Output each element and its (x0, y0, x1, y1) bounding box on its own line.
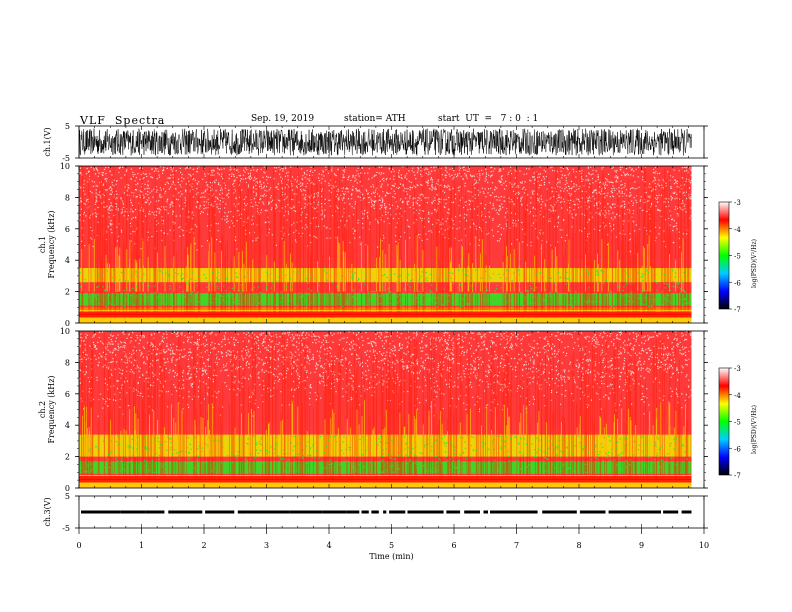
colorbar-label: log(PSD)(V²/Hz) (751, 405, 758, 454)
ch2-spectrogram-ytick-label: 2 (65, 453, 70, 462)
colorbar-tick-label: -3 (734, 365, 741, 373)
xtick-label: 2 (201, 541, 206, 550)
ch3-waveform-ytick-label: -5 (62, 524, 70, 533)
colorbar-label: log(PSD)(V²/Hz) (751, 239, 758, 288)
ch3-waveform-ytick-label: 5 (65, 492, 70, 501)
colorbar-tick-label: -6 (734, 279, 741, 287)
colorbar-tick-label: -7 (734, 472, 741, 480)
chart-title: VLF Spectra (80, 114, 166, 127)
ch1-spectrogram-layer (78, 166, 693, 323)
xtick-label: 8 (576, 541, 581, 550)
ch1-waveform-ytick-label: -5 (62, 154, 70, 163)
ch1-spectrogram-ytick-label: 6 (65, 225, 70, 234)
ch1-spectrogram-noise-speckle (79, 166, 693, 253)
ch2-spectrogram-sferic-yellow (78, 400, 686, 457)
colorbar-tick-label: -3 (734, 199, 741, 207)
xtick-label: 10 (699, 541, 709, 550)
station-label: station= ATH (344, 114, 406, 124)
colorbar-tick-label: -5 (734, 253, 741, 261)
ch2-spectrogram-ylabel: ch.2 (38, 401, 47, 418)
colorbar-tick-label: -4 (734, 392, 741, 400)
colorbar-2 (718, 367, 730, 476)
ch2-spectrogram-noise-speckle (79, 331, 693, 417)
ch2-spectrogram-band-0 (79, 482, 692, 488)
colorbar-tick-label: -7 (734, 306, 741, 314)
ch1-spectrogram-ylabel: Frequency (kHz) (47, 210, 56, 278)
ch2-spectrogram-ytick-label: 6 (65, 390, 70, 399)
ch1-waveform-ytick-label: 5 (65, 122, 70, 131)
xtick-label: 6 (451, 541, 456, 550)
date-label: Sep. 19, 2019 (251, 114, 315, 124)
ch1-waveform-line (78, 128, 692, 156)
start-ut-label: start UT = 7 : 0 : 1 (438, 114, 539, 124)
colorbar-1 (718, 201, 730, 310)
ch1-spectrogram-band-0 (79, 317, 692, 323)
ch3-waveform-ylabel: ch.3(V) (43, 497, 52, 526)
ch1-spectrogram-ytick-label: 8 (65, 193, 70, 202)
xtick-label: 1 (139, 541, 144, 550)
ch1-spectrogram-ytick-label: 0 (65, 319, 70, 328)
ch2-spectrogram-ytick-label: 10 (60, 327, 70, 336)
colorbar-tick-label: -4 (734, 226, 741, 234)
ch2-spectrogram-ytick-label: 4 (65, 421, 70, 430)
colorbar-tick-label: -5 (734, 419, 741, 427)
xtick-label: 7 (514, 541, 519, 550)
xtick-label: 3 (264, 541, 269, 550)
ch2-spectrogram-ytick-label: 8 (65, 358, 70, 367)
x-axis-label: Time (min) (369, 552, 413, 561)
ch1-spectrogram-ytick-label: 2 (65, 288, 70, 297)
ch2-spectrogram-ytick-label: 0 (65, 484, 70, 493)
xtick-label: 0 (76, 541, 81, 550)
ch2-spectrogram-band-4 (79, 331, 692, 426)
xtick-label: 9 (639, 541, 644, 550)
xtick-label: 5 (389, 541, 394, 550)
xtick-label: 4 (326, 541, 331, 550)
colorbar-tick-label: -6 (734, 445, 741, 453)
ch1-waveform-ylabel: ch.1(V) (43, 127, 52, 156)
ch1-spectrogram-ytick-label: 4 (65, 256, 70, 265)
ch1-spectrogram-ytick-label: 10 (60, 162, 70, 171)
ch1-spectrogram-sferic-yellow (81, 235, 684, 292)
ch1-spectrogram-ylabel: ch.1 (38, 236, 47, 253)
ch2-spectrogram-ylabel: Frequency (kHz) (47, 375, 56, 443)
ch2-spectrogram-layer (78, 331, 693, 488)
